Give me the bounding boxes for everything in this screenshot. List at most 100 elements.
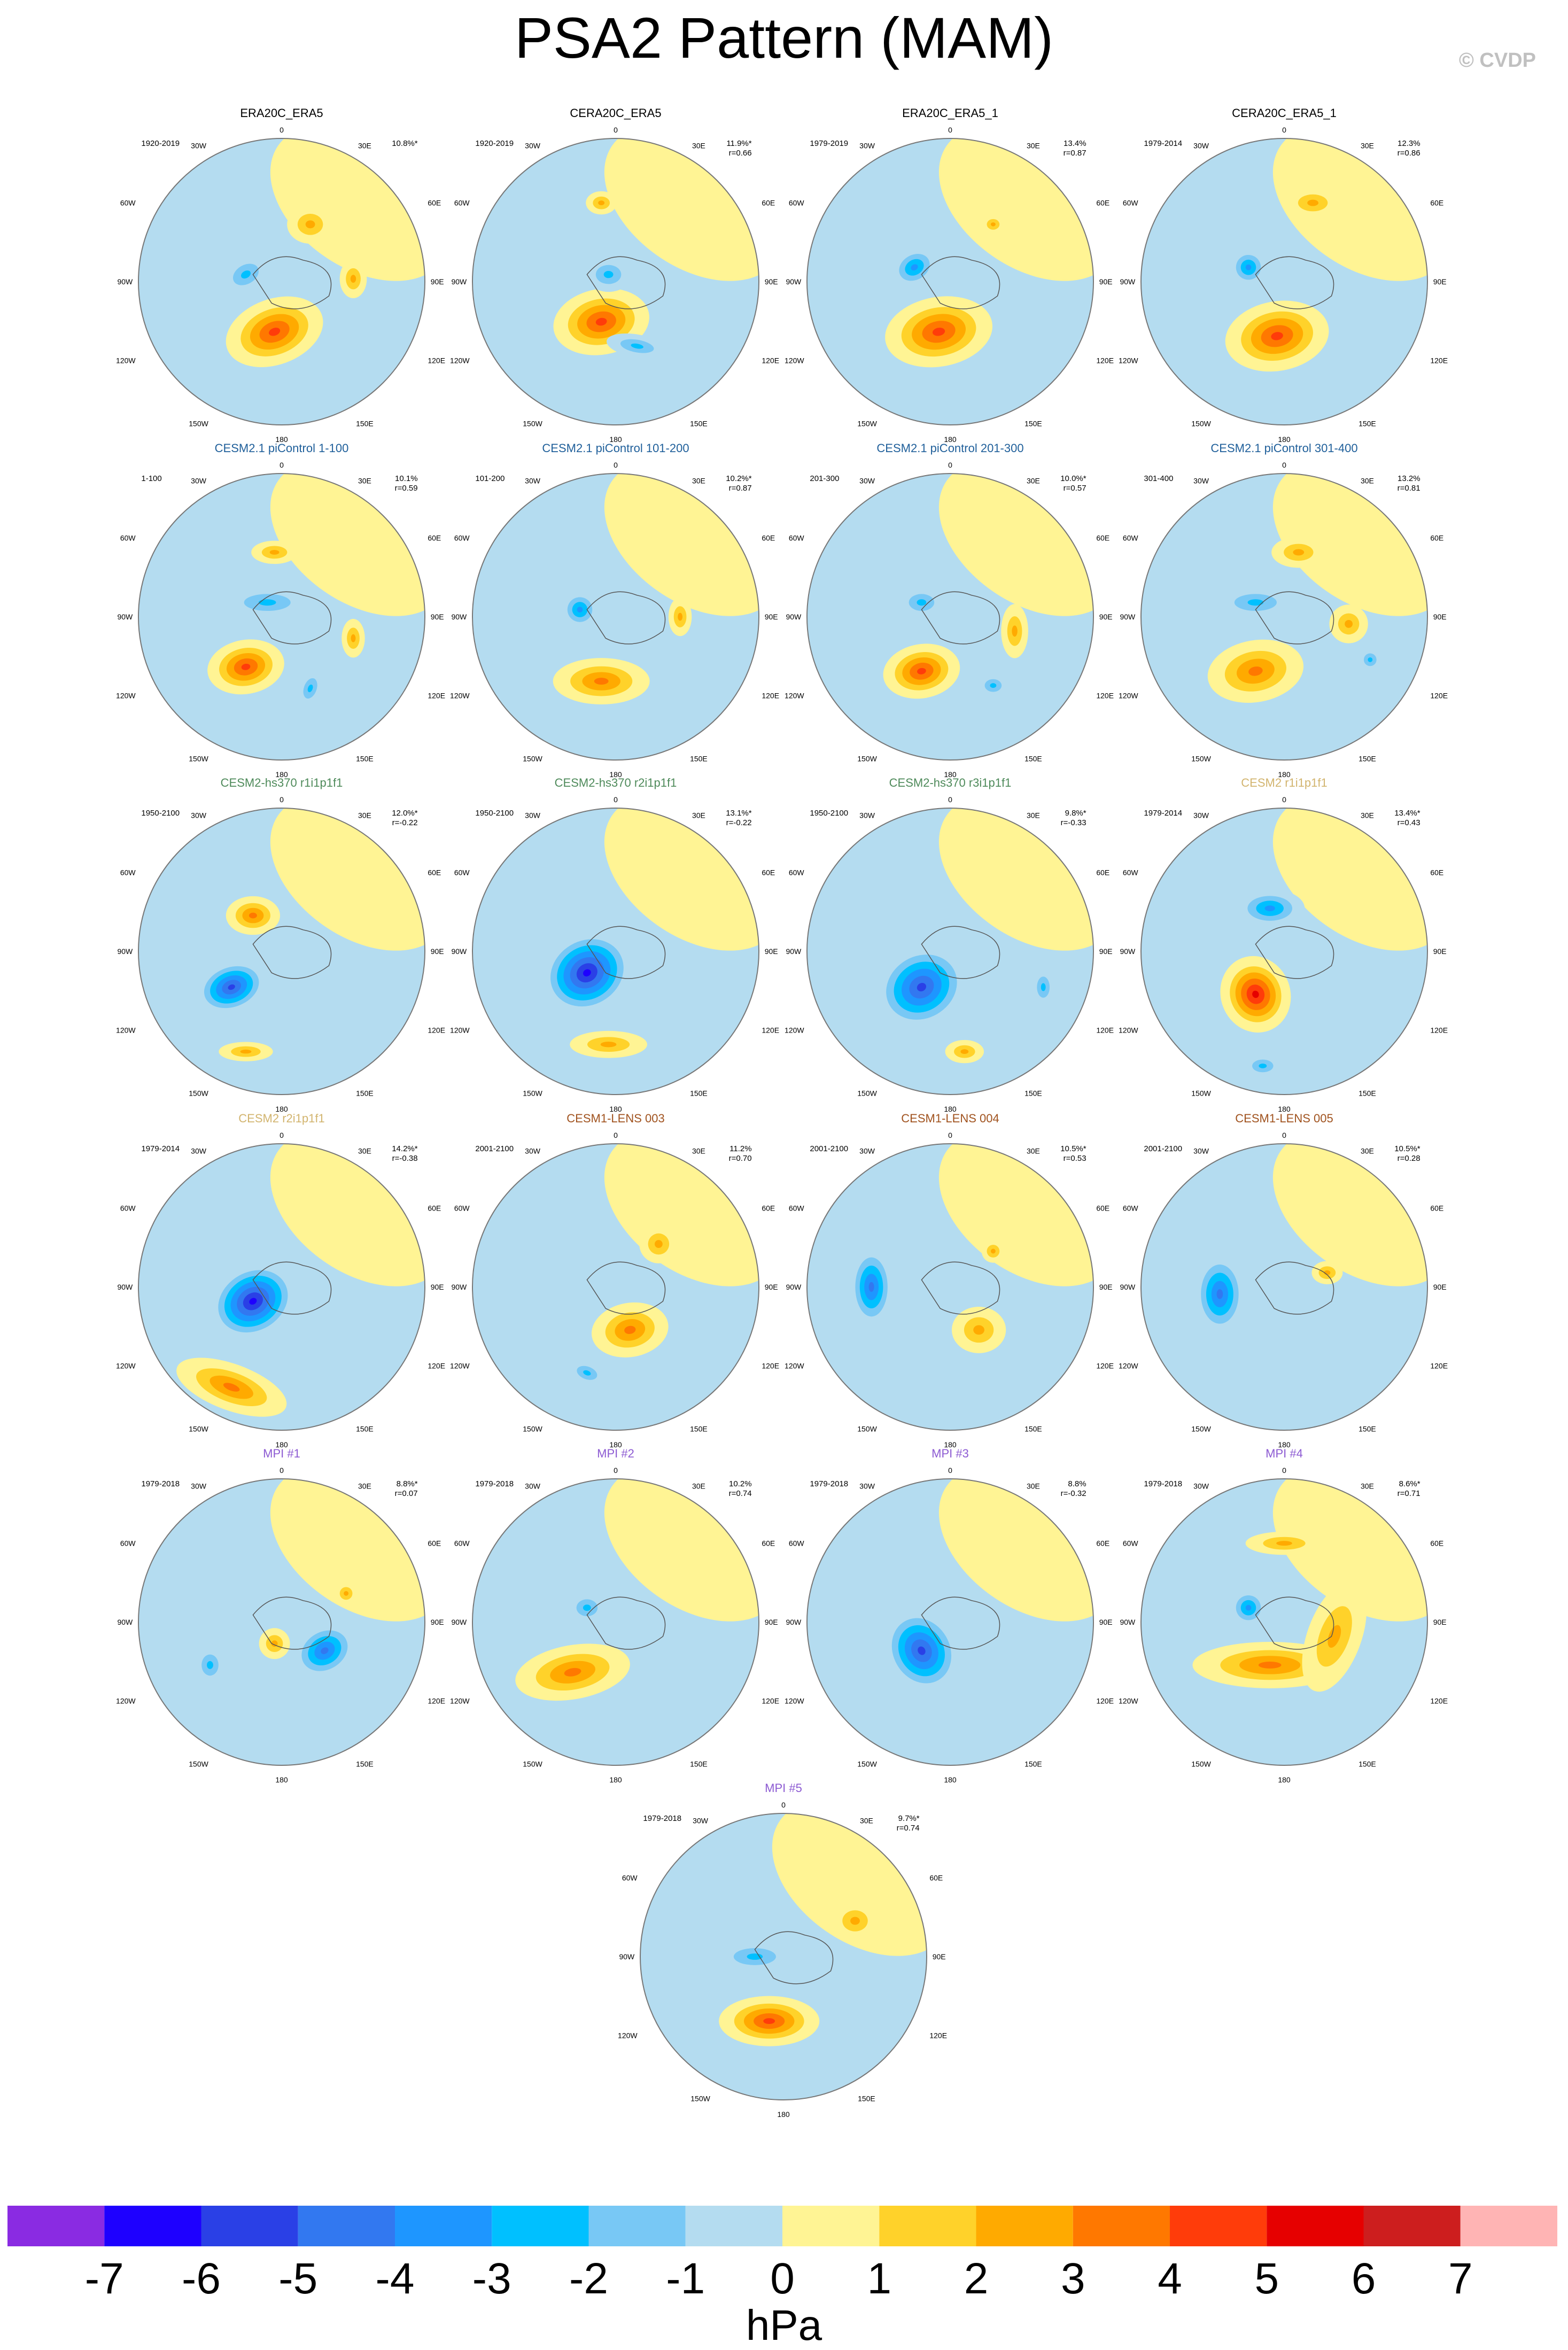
longitude-label: 30E xyxy=(358,1146,371,1155)
colorbar-tick-label: 2 xyxy=(964,2254,989,2303)
longitude-label: 0 xyxy=(280,795,284,804)
panel-variance-pct: 13.2% xyxy=(1398,474,1420,483)
panel-period: 1979-2018 xyxy=(810,1479,848,1488)
map-panels: ERA20C_ERA5 1920-2019 10.8%* 0 30E 60E 90E 120E… xyxy=(116,106,1448,2119)
longitude-label: 180 xyxy=(944,435,957,444)
longitude-label: 120E xyxy=(1096,691,1114,700)
longitude-label: 150E xyxy=(690,1089,708,1097)
panel-period: 1920-2019 xyxy=(475,139,514,148)
map-border xyxy=(806,808,1094,1095)
map-border xyxy=(138,1478,425,1766)
panel-period: 2001-2100 xyxy=(1144,1144,1182,1153)
longitude-label: 150E xyxy=(1024,1089,1042,1097)
panel-variance-pct: 12.3% xyxy=(1398,139,1420,148)
longitude-label: 150W xyxy=(189,754,208,763)
longitude-label: 30W xyxy=(191,1146,207,1155)
longitude-label: 90W xyxy=(1120,947,1136,956)
panel-title: CESM1-LENS 005 xyxy=(1235,1112,1333,1125)
positive-anomaly-contour xyxy=(990,1248,996,1254)
panel-title: CESM2 r1i1p1f1 xyxy=(1241,776,1327,789)
longitude-label: 120E xyxy=(1430,1361,1448,1370)
colorbar-units: hPa xyxy=(746,2301,822,2349)
longitude-label: 120W xyxy=(1119,691,1138,700)
panel-correlation: r=0.74 xyxy=(729,1489,752,1498)
panel-period: 1979-2019 xyxy=(810,139,848,148)
longitude-label: 60E xyxy=(929,1874,943,1882)
longitude-label: 0 xyxy=(948,461,952,469)
coastline xyxy=(921,1596,1000,1650)
longitude-label: 60W xyxy=(454,1204,470,1213)
negative-anomaly-contour xyxy=(603,270,614,278)
positive-anomaly-contour xyxy=(241,663,251,670)
longitude-label: 60W xyxy=(1123,1539,1139,1548)
panel-title: CESM1-LENS 004 xyxy=(901,1112,999,1125)
longitude-label: 60E xyxy=(1096,1204,1109,1213)
longitude-label: 90W xyxy=(786,612,802,621)
longitude-label: 120E xyxy=(1096,1026,1114,1034)
longitude-label: 30W xyxy=(525,141,541,150)
longitude-label: 60W xyxy=(1123,534,1139,542)
positive-anomaly-contour xyxy=(1258,1661,1282,1669)
longitude-label: 150E xyxy=(858,2094,875,2103)
longitude-label: 60W xyxy=(789,868,805,877)
map-border xyxy=(1140,808,1428,1095)
longitude-label: 60W xyxy=(120,534,136,542)
longitude-label: 30W xyxy=(191,811,207,819)
longitude-label: 60W xyxy=(789,534,805,542)
longitude-label: 120E xyxy=(762,1026,779,1034)
longitude-label: 90E xyxy=(1099,1283,1113,1291)
negative-anomaly-contour xyxy=(1245,264,1252,270)
panel-variance-pct: 10.5%* xyxy=(1060,1144,1086,1153)
map-panel: CESM1-LENS 004 2001-2100 10.5%*r=0.53 0 30E 6… xyxy=(785,1112,1114,1449)
map-border xyxy=(806,1478,1094,1766)
map-border xyxy=(138,138,425,425)
coastline xyxy=(586,591,666,645)
negative-anomaly-contour xyxy=(321,1647,329,1654)
panel-period: 1979-2014 xyxy=(141,1144,180,1153)
coastline xyxy=(252,926,332,979)
longitude-label: 60W xyxy=(1123,199,1139,207)
longitude-label: 120W xyxy=(785,356,804,364)
longitude-label: 60E xyxy=(1096,1539,1109,1548)
negative-anomaly-contour xyxy=(583,1604,591,1611)
map-panel: CESM2 r1i1p1f1 1979-2014 13.4%*r=0.43 0 30E 6… xyxy=(1119,776,1448,1113)
longitude-label: 150W xyxy=(1191,1424,1211,1433)
panel-correlation: r=0.87 xyxy=(729,484,752,493)
longitude-label: 90W xyxy=(117,1283,133,1291)
longitude-label: 90W xyxy=(451,277,467,286)
longitude-label: 30W xyxy=(1193,1146,1209,1155)
positive-anomaly-contour xyxy=(990,222,996,227)
panel-period: 1979-2018 xyxy=(475,1479,514,1488)
longitude-label: 120W xyxy=(116,1026,136,1034)
colorbar-tick-label: -4 xyxy=(375,2254,415,2303)
colorbar-tick-label: 0 xyxy=(770,2254,795,2303)
map-panel: CESM2-hs370 r1i1p1f1 1950-2100 12.0%*r=-0.… xyxy=(116,776,445,1113)
positive-anomaly-contour xyxy=(350,275,356,283)
colorbar-tick-label: -1 xyxy=(666,2254,705,2303)
coastline xyxy=(586,1596,666,1650)
longitude-label: 150W xyxy=(857,419,877,428)
longitude-label: 90W xyxy=(1120,277,1136,286)
longitude-label: 90E xyxy=(1099,947,1113,956)
map-border xyxy=(138,473,425,761)
longitude-label: 60W xyxy=(789,1539,805,1548)
longitude-label: 90E xyxy=(933,1952,946,1961)
positive-anomaly-contour xyxy=(917,668,926,674)
longitude-label: 150E xyxy=(356,1759,374,1768)
coastline xyxy=(252,591,332,645)
colorbar-swatch xyxy=(1363,2206,1461,2246)
longitude-label: 60W xyxy=(454,199,470,207)
panel-period: 1950-2100 xyxy=(141,809,180,818)
coastline xyxy=(1255,1261,1334,1315)
panel-title: CESM2.1 piControl 101-200 xyxy=(542,441,689,455)
positive-anomaly-contour xyxy=(1293,549,1305,556)
longitude-label: 30W xyxy=(693,1816,709,1825)
longitude-label: 60W xyxy=(1123,868,1139,877)
negative-anomaly-contour xyxy=(631,343,643,349)
panel-variance-pct: 8.6%* xyxy=(1399,1479,1420,1488)
longitude-label: 90W xyxy=(786,1283,802,1291)
panel-correlation: r=-0.22 xyxy=(392,818,418,827)
longitude-label: 30W xyxy=(1193,476,1209,485)
longitude-label: 30E xyxy=(358,811,371,819)
positive-anomaly-contour xyxy=(600,1042,617,1048)
